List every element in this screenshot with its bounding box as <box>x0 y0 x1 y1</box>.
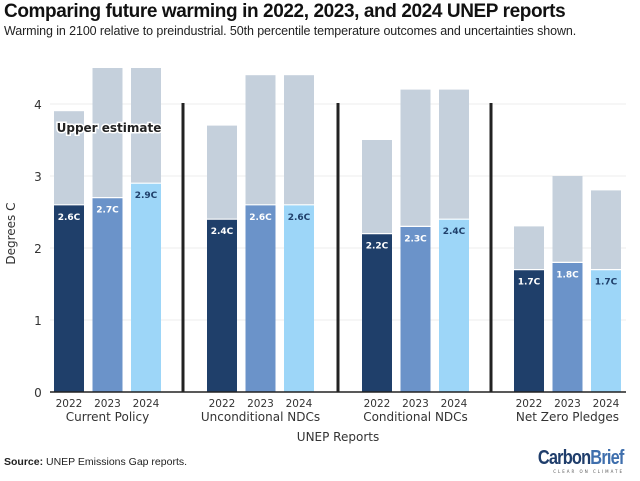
median-bar <box>207 219 237 392</box>
upper-estimate-bar <box>552 176 583 263</box>
x-tick-label: 2023 <box>247 398 274 410</box>
y-tick-label: 0 <box>34 386 42 400</box>
logo-carbon: Carbon <box>538 447 591 469</box>
source-note: Source: UNEP Emissions Gap reports. <box>4 456 187 468</box>
upper-estimate-bar <box>92 68 123 198</box>
x-tick-label: 2024 <box>133 398 160 410</box>
data-label: 1.7C <box>595 278 618 288</box>
data-label: 2.2C <box>366 242 389 252</box>
median-bar <box>514 269 544 392</box>
y-tick-label: 3 <box>34 170 42 184</box>
logo-wordmark: CarbonBrief <box>538 447 625 469</box>
x-tick-label: 2022 <box>209 398 236 410</box>
upper-estimate-bar <box>362 140 392 234</box>
x-tick-label: 2024 <box>286 398 313 410</box>
x-tick-label: 2022 <box>516 398 543 410</box>
source-text: UNEP Emissions Gap reports. <box>43 456 188 468</box>
median-bar <box>92 197 123 392</box>
source-label: Source: <box>4 456 44 468</box>
upper-estimate-bar <box>591 190 621 270</box>
upper-estimate-bar <box>284 75 314 205</box>
chart-subtitle: Warming in 2100 relative to preindustria… <box>4 24 577 38</box>
x-tick-label: 2023 <box>94 398 121 410</box>
y-tick-label: 2 <box>34 242 42 256</box>
x-tick-label: 2023 <box>402 398 429 410</box>
data-label: 1.8C <box>556 270 579 280</box>
data-label: 2.6C <box>288 213 311 223</box>
logo-tagline: CLEAR ON CLIMATE <box>553 469 624 474</box>
x-tick-label: 2022 <box>364 398 391 410</box>
upper-estimate-bar <box>207 125 237 220</box>
data-label: 2.4C <box>211 227 234 237</box>
upper-estimate-bar <box>245 75 276 205</box>
category-label: Net Zero Pledges <box>516 410 619 424</box>
y-tick-label: 4 <box>34 98 42 112</box>
y-axis-label: Degrees C <box>4 203 18 265</box>
carbonbrief-logo: CarbonBrief CLEAR ON CLIMATE <box>519 447 625 474</box>
category-label: Current Policy <box>66 410 149 424</box>
upper-estimate-bar <box>514 226 544 270</box>
median-bar <box>284 204 314 392</box>
data-label: 1.7C <box>518 278 541 288</box>
x-axis-label: UNEP Reports <box>297 430 379 444</box>
median-bar <box>439 219 469 392</box>
x-tick-label: 2024 <box>441 398 468 410</box>
category-label: Unconditional NDCs <box>201 410 320 424</box>
x-tick-label: 2024 <box>593 398 620 410</box>
upper-estimate-bar <box>54 111 84 205</box>
upper-estimate-bar <box>439 89 469 220</box>
median-bar <box>552 262 583 392</box>
chart-title: Comparing future warming in 2022, 2023, … <box>4 1 566 22</box>
median-bar <box>400 226 431 392</box>
median-bar <box>591 269 621 392</box>
data-label: 2.3C <box>404 234 427 244</box>
median-bar <box>362 233 392 392</box>
median-bar <box>54 204 84 392</box>
upper-estimate-bar <box>400 89 431 227</box>
data-label: 2.7C <box>96 206 119 216</box>
upper-estimate-annotation: Upper estimate <box>57 121 162 135</box>
data-label: 2.4C <box>443 227 466 237</box>
data-label: 2.9C <box>135 191 158 201</box>
category-label: Conditional NDCs <box>363 410 468 424</box>
data-label: 2.6C <box>249 213 272 223</box>
data-label: 2.6C <box>58 213 81 223</box>
x-tick-label: 2023 <box>554 398 581 410</box>
median-bar <box>245 204 276 392</box>
y-tick-label: 1 <box>34 314 42 328</box>
median-bar <box>131 183 161 392</box>
upper-estimate-bar <box>131 68 161 184</box>
x-tick-label: 2022 <box>56 398 83 410</box>
logo-brief: Brief <box>590 447 625 469</box>
